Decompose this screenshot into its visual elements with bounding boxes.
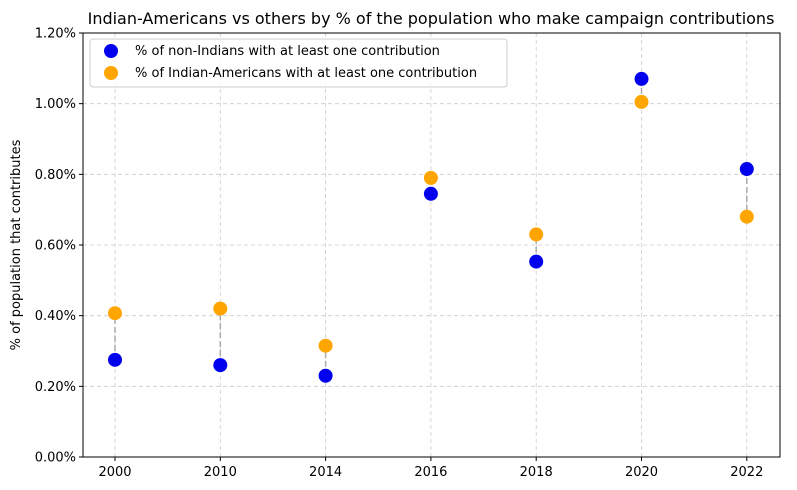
y-tick-label: 0.20%	[35, 380, 76, 395]
grid	[83, 32, 780, 458]
y-axis-label: % of population that contributes	[9, 139, 24, 350]
x-tick-label: 2000	[98, 465, 131, 480]
point-indian-americans	[529, 227, 544, 242]
x-tick-label: 2010	[204, 465, 237, 480]
y-tick-label: 1.00%	[35, 97, 76, 112]
legend-label-non-indians: % of non-Indians with at least one contr…	[135, 44, 440, 59]
point-indian-americans	[318, 338, 333, 353]
x-axis-ticks: 2000 2010 2014 2016 2018 2020 2022	[98, 457, 763, 480]
point-indian-americans	[423, 170, 438, 185]
point-indian-americans	[213, 301, 228, 316]
data-points	[108, 71, 754, 383]
point-non-indians	[634, 71, 649, 86]
x-tick-label: 2018	[520, 465, 553, 480]
legend-marker-non-indians	[104, 44, 118, 58]
y-tick-label: 0.40%	[35, 309, 76, 324]
point-non-indians	[739, 162, 754, 177]
y-tick-label: 0.60%	[35, 239, 76, 254]
legend-marker-indian-americans	[104, 66, 118, 80]
x-tick-label: 2020	[625, 465, 658, 480]
legend-label-indian-americans: % of Indian-Americans with at least one …	[135, 66, 477, 81]
point-indian-americans	[634, 94, 649, 109]
y-tick-label: 1.20%	[35, 27, 76, 42]
x-tick-label: 2014	[309, 465, 342, 480]
y-tick-label: 0.80%	[35, 168, 76, 183]
legend: % of non-Indians with at least one contr…	[89, 38, 508, 88]
legend-box	[89, 38, 508, 88]
x-tick-label: 2022	[730, 465, 763, 480]
y-tick-label: 0.00%	[35, 451, 76, 466]
y-axis-ticks: 0.00% 0.20% 0.40% 0.60% 0.80% 1.00% 1.20%	[35, 27, 83, 466]
chart-title: Indian-Americans vs others by % of the p…	[88, 9, 775, 28]
point-non-indians	[213, 358, 228, 373]
x-tick-label: 2016	[414, 465, 447, 480]
point-non-indians	[529, 254, 544, 269]
point-non-indians	[108, 352, 122, 367]
point-indian-americans	[739, 209, 754, 224]
point-non-indians	[423, 186, 438, 201]
point-indian-americans	[108, 306, 122, 321]
point-non-indians	[318, 368, 333, 383]
